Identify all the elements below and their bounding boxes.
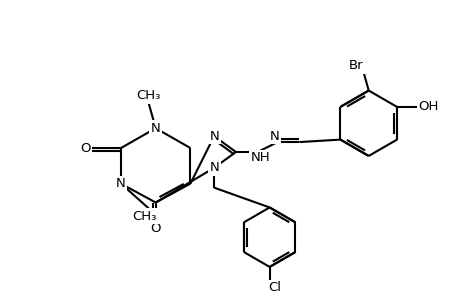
- Text: CH₃: CH₃: [136, 89, 161, 102]
- Text: N: N: [269, 130, 279, 142]
- Text: NH: NH: [250, 152, 270, 164]
- Text: N: N: [209, 161, 218, 174]
- Text: CH₃: CH₃: [132, 210, 157, 223]
- Text: O: O: [150, 222, 161, 235]
- Text: Cl: Cl: [268, 281, 280, 294]
- Text: N: N: [209, 130, 218, 142]
- Text: N: N: [151, 122, 160, 135]
- Text: N: N: [116, 177, 126, 190]
- Text: O: O: [80, 142, 90, 154]
- Text: OH: OH: [418, 100, 438, 113]
- Text: Br: Br: [348, 59, 362, 72]
